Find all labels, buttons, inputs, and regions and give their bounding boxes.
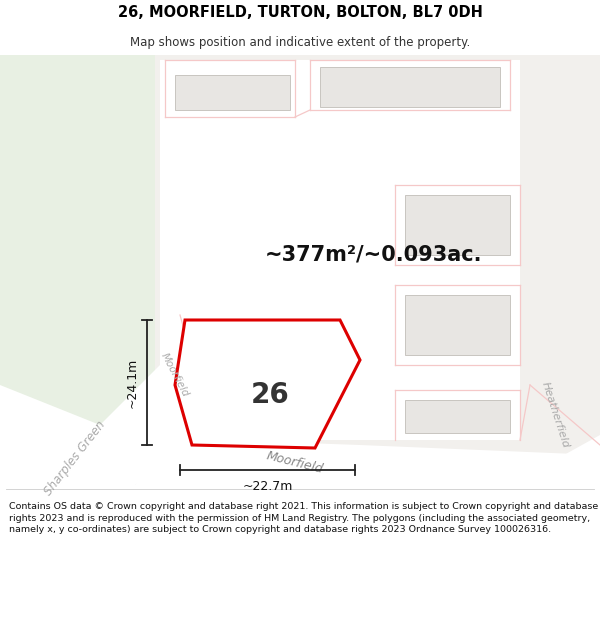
Polygon shape	[405, 195, 510, 255]
Polygon shape	[135, 425, 600, 485]
Polygon shape	[0, 55, 155, 485]
Polygon shape	[0, 55, 600, 485]
Text: 26, MOORFIELD, TURTON, BOLTON, BL7 0DH: 26, MOORFIELD, TURTON, BOLTON, BL7 0DH	[118, 4, 482, 19]
Polygon shape	[175, 75, 290, 110]
Text: Moorfield: Moorfield	[265, 449, 325, 476]
Text: 26: 26	[251, 381, 289, 409]
Text: Map shows position and indicative extent of the property.: Map shows position and indicative extent…	[130, 36, 470, 49]
Text: Moorfield: Moorfield	[159, 351, 191, 399]
Polygon shape	[405, 400, 510, 433]
Polygon shape	[405, 295, 510, 355]
Text: ~24.1m: ~24.1m	[126, 357, 139, 408]
Polygon shape	[510, 435, 600, 485]
Text: Contains OS data © Crown copyright and database right 2021. This information is : Contains OS data © Crown copyright and d…	[9, 502, 598, 534]
Text: Sharples Green: Sharples Green	[42, 418, 108, 498]
Polygon shape	[320, 67, 500, 107]
Polygon shape	[200, 355, 290, 425]
Polygon shape	[160, 60, 520, 440]
Text: ~22.7m: ~22.7m	[242, 480, 293, 493]
Polygon shape	[175, 320, 360, 448]
Text: Heatherfield: Heatherfield	[539, 381, 571, 449]
Polygon shape	[0, 350, 210, 485]
Text: ~377m²/~0.093ac.: ~377m²/~0.093ac.	[265, 245, 482, 265]
